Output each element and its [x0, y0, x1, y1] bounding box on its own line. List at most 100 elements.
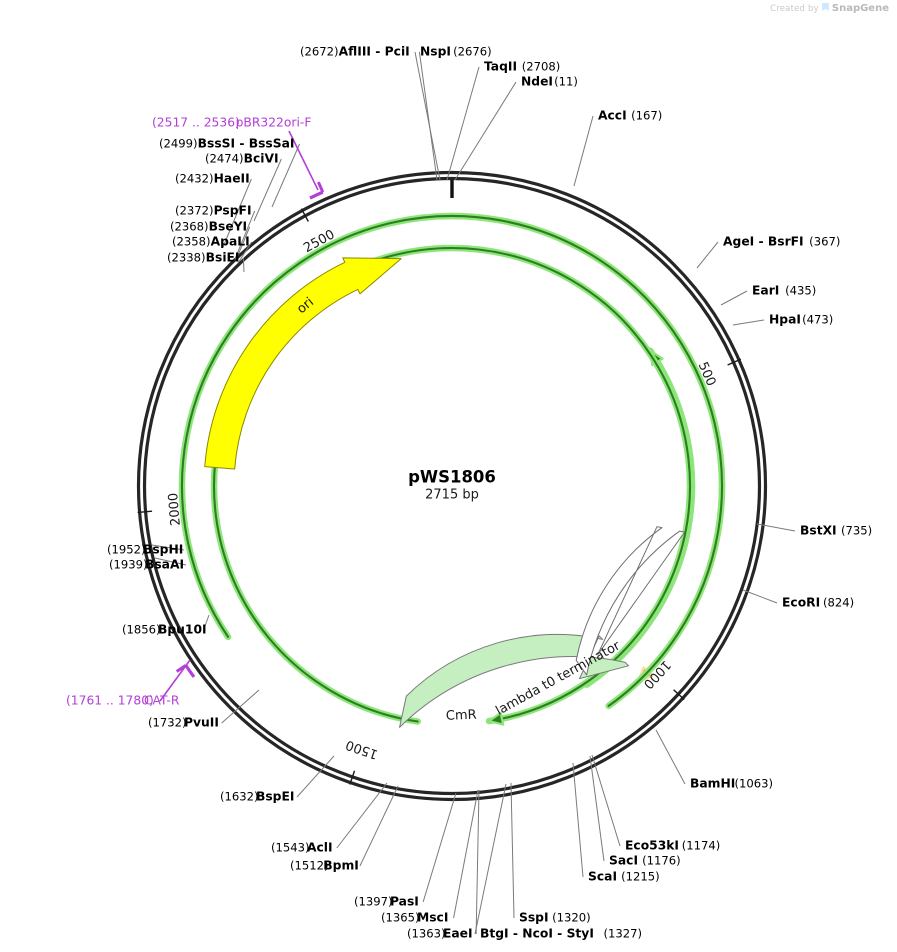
tick-500: [727, 358, 742, 366]
site-position-bamHI: (1063): [734, 777, 773, 791]
site-label-bspHI[interactable]: BspHI: [143, 543, 183, 557]
tick-label-1500: 1500: [344, 737, 380, 762]
leader-accI: [573, 115, 594, 187]
site-label-earI[interactable]: EarI: [752, 284, 779, 298]
site-label-bciVI[interactable]: BciVI: [244, 152, 279, 166]
site-label-bamHI[interactable]: BamHI: [690, 777, 735, 791]
leader-bseYI: [235, 226, 251, 261]
site-label-ecoRI[interactable]: EcoRI: [782, 596, 820, 610]
site-position-bsiEI: (2338): [167, 251, 206, 265]
site-label-aclI[interactable]: AclI: [307, 841, 333, 855]
tick-label-2000: 2000: [166, 492, 184, 526]
site-label-btgI-ncoI-styI[interactable]: BtgI - NcoI - StyI: [480, 927, 594, 941]
site-label-mscI[interactable]: MscI: [417, 911, 448, 925]
watermark-prefix: Created by: [770, 3, 819, 14]
site-position-sspI: (1320): [552, 911, 591, 925]
green-cmr-inner: [213, 246, 692, 723]
feature-ori-arrow[interactable]: [204, 257, 402, 470]
site-position-sacI: (1176): [642, 854, 681, 868]
leader-bsiEI: [242, 257, 245, 273]
leader-hpaI: [732, 319, 765, 326]
leader-eaeI: [475, 789, 480, 935]
site-label-bssSI-bssSaI[interactable]: BssSI - BssSaI: [198, 137, 295, 151]
leader-sacI: [589, 755, 605, 862]
primer-tick-CAT-R: [175, 664, 187, 673]
site-label-eaeI[interactable]: EaeI: [443, 927, 473, 941]
site-position-bseYI: (2368): [170, 220, 209, 234]
site-label-bsiEI[interactable]: BsiEI: [206, 251, 240, 265]
leader-pspFI: [234, 210, 256, 260]
site-label-accI[interactable]: AccI: [598, 109, 627, 123]
site-label-nspI[interactable]: NspI: [420, 45, 451, 59]
leader-pbr322ori-f: [288, 130, 319, 191]
site-label-bspEI[interactable]: BspEI: [256, 790, 294, 804]
site-label-apaLI[interactable]: ApaLI: [211, 235, 250, 249]
leader-ecoRI: [742, 589, 778, 604]
site-label-hpaI[interactable]: HpaI: [769, 313, 801, 327]
site-position-bspEI: (1632): [220, 790, 259, 804]
site-position-accI: (167): [631, 109, 662, 123]
leader-taqII: [446, 66, 480, 181]
primer-marks: [175, 181, 325, 678]
leader-bpmI: [359, 785, 399, 867]
leader-bpu10I: [203, 614, 210, 631]
site-label-bsaAI[interactable]: BsaAI: [145, 558, 184, 572]
site-position-pasI: (1397): [354, 895, 393, 909]
site-label-bpu10I[interactable]: Bpu10I: [158, 623, 207, 637]
site-label-taqII[interactable]: TaqII: [484, 60, 517, 74]
site-position-bsaAI: (1939): [109, 558, 148, 572]
site-position-ageI-bsrFI: (367): [809, 235, 840, 249]
plasmid-name: pWS1806: [408, 468, 496, 487]
site-position-pvuII: (1732): [148, 716, 187, 730]
leader-pvuII: [221, 689, 260, 724]
leader-ageI-bsrFI: [696, 241, 719, 269]
primer-label-cat-r[interactable]: CAT-R: [144, 694, 180, 708]
site-position-bpmI: (1512): [290, 859, 329, 873]
leader-pasI: [422, 792, 457, 903]
site-label-bpmI[interactable]: BpmI: [323, 859, 359, 873]
feature-CmR-arrow[interactable]: [399, 633, 630, 728]
leader-bstXI: [756, 523, 796, 532]
green-cmr-inner-arrowhead: [487, 711, 505, 726]
site-position-scaI: (1215): [621, 870, 660, 884]
site-label-pspFI[interactable]: PspFI: [214, 204, 252, 218]
tick-1500: [349, 770, 356, 785]
primer-tick-pBR322ori-F: [316, 181, 325, 193]
site-label-aflIII-pciI[interactable]: AflIII - PciI: [339, 45, 410, 59]
cmr-label: CmR: [446, 708, 477, 724]
site-position-ndeI: (11): [554, 75, 578, 89]
site-position-aflIII-pciI: (2672): [300, 45, 339, 59]
primer-range-cat-r: (1761 .. 1780): [66, 694, 154, 708]
site-label-bseYI[interactable]: BseYI: [209, 220, 248, 234]
leader-btgI-ncoI-styI: [474, 783, 507, 935]
leader-bciVI: [253, 158, 282, 222]
site-label-scaI[interactable]: ScaI: [588, 870, 617, 884]
site-label-bstXI[interactable]: BstXI: [800, 524, 837, 538]
leader-aclI: [336, 782, 388, 849]
transcript-arcs: [178, 212, 726, 726]
site-label-sacI[interactable]: SacI: [609, 854, 638, 868]
site-position-mscI: (1365): [381, 911, 420, 925]
leader-mscI: [453, 789, 479, 919]
site-position-bssSI-bssSaI: (2499): [159, 137, 198, 151]
tick-1000: [673, 689, 685, 701]
site-position-haeII: (2432): [175, 172, 214, 186]
leader-bamHI: [655, 729, 686, 785]
feature-lambda-t0-terminator-arrow[interactable]: [575, 526, 685, 676]
primer-label-pbr322ori-f[interactable]: pBR322ori-F: [236, 116, 312, 130]
site-label-sspI[interactable]: SspI: [519, 911, 549, 925]
site-label-eco53kI[interactable]: Eco53kI: [625, 839, 679, 853]
site-label-pvuII[interactable]: PvuII: [184, 716, 219, 730]
site-label-ageI-bsrFI[interactable]: AgeI - BsrFI: [723, 235, 804, 249]
leader-nspI: [414, 51, 441, 181]
site-position-bspHI: (1952): [107, 543, 146, 557]
leader-scaI: [572, 762, 584, 878]
leader-aflIII-pciI: [418, 51, 438, 181]
site-label-ndeI[interactable]: NdeI: [521, 75, 553, 89]
site-label-haeII[interactable]: HaeII: [214, 172, 250, 186]
site-position-eco53kI: (1174): [682, 839, 721, 853]
leader-bssSI-bssSaI: [271, 143, 301, 208]
site-labels: AflIII - PciI(2672) NspI (2676)TaqII (2708)…: [66, 45, 872, 941]
site-label-pasI[interactable]: PasI: [390, 895, 419, 909]
